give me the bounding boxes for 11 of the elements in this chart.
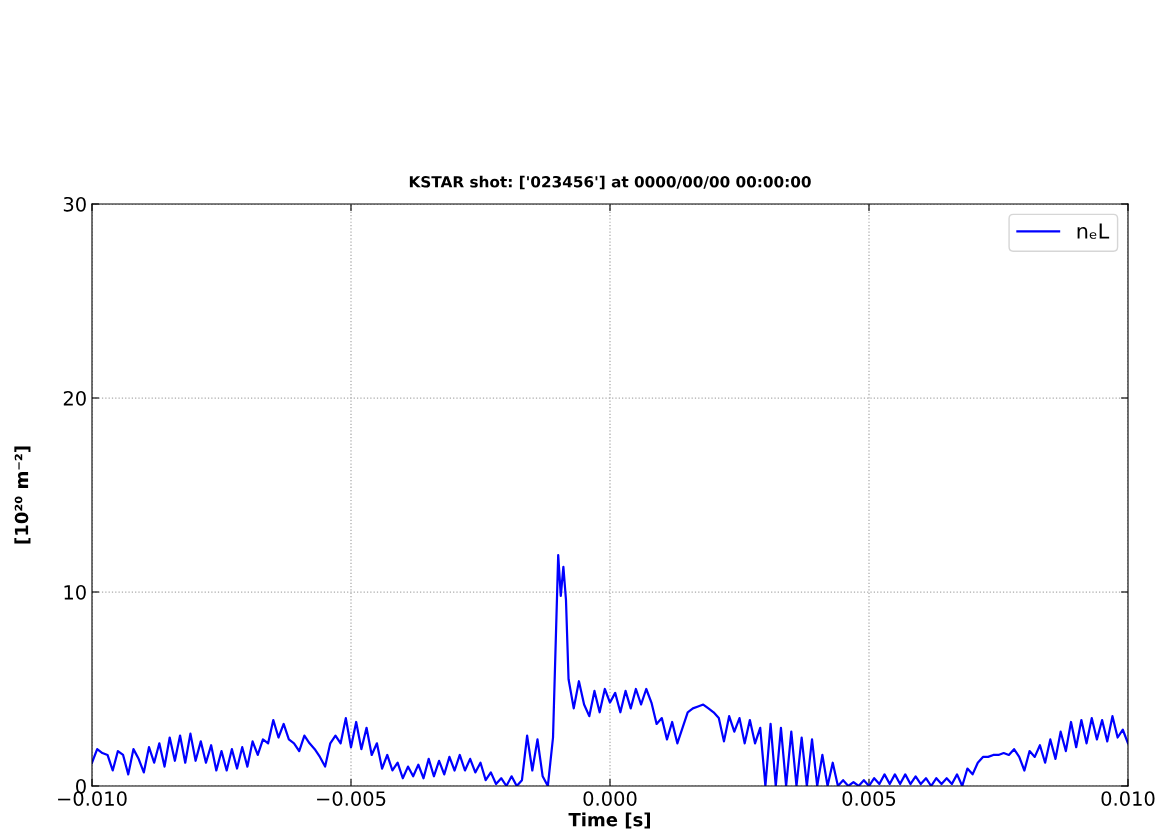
y-tick-label: 20	[63, 390, 86, 406]
chart-title: KSTAR shot: ['023456'] at 0000/00/00 00:00:00	[409, 175, 811, 190]
y-tick-label: 10	[64, 584, 86, 600]
y-axis-title: [10²⁰ m⁻²]	[14, 446, 31, 544]
x-tick-label: 0.000	[583, 791, 637, 806]
x-tick-label: −0.005	[317, 791, 386, 806]
y-tick-label: 30	[63, 196, 86, 212]
x-tick-label: 0.005	[842, 791, 896, 806]
x-axis-title: Time [s]	[568, 812, 650, 829]
x-tick-label: 0.010	[1101, 791, 1155, 806]
legend-label: nₑL	[1077, 223, 1110, 239]
